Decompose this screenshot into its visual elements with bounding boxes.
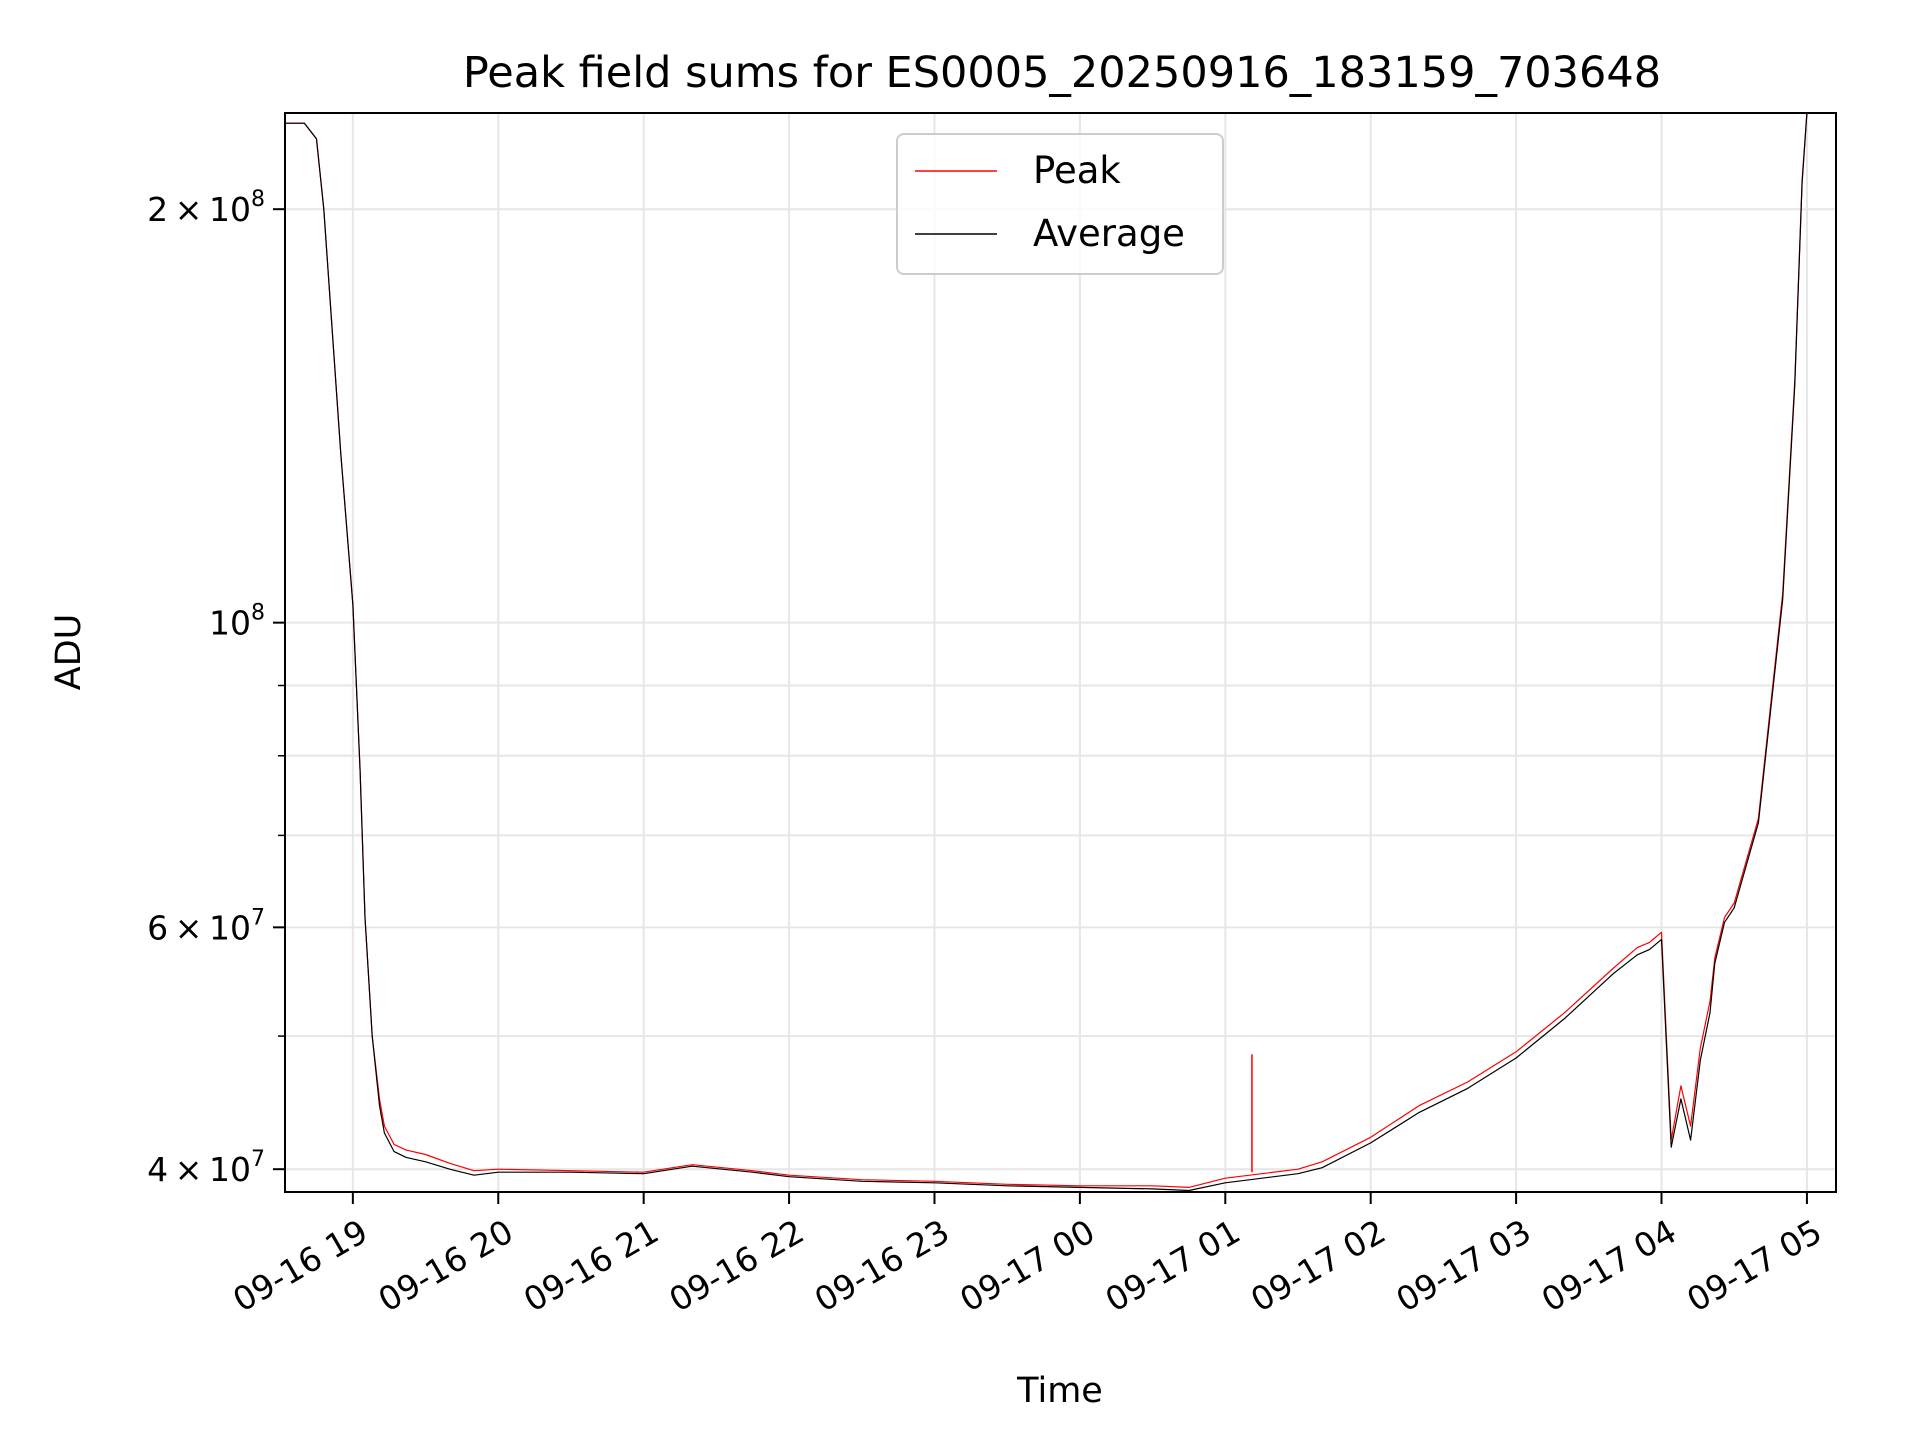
legend: Peak Average	[896, 133, 1224, 275]
series-line-average	[285, 112, 1808, 1192]
plot-series	[285, 112, 1808, 1192]
legend-label-average: Average	[1033, 212, 1185, 255]
legend-label-peak: Peak	[1033, 149, 1121, 192]
plot-area-frame	[284, 112, 1837, 1193]
chart-title: Peak field sums for ES0005_20250916_1831…	[463, 48, 1661, 98]
y-tick-label: 108	[209, 601, 265, 643]
legend-box	[896, 133, 1224, 275]
y-axis-label: ADU	[49, 614, 89, 691]
y-tick-label: 6 × 107	[147, 905, 265, 947]
y-tick-label: 4 × 107	[147, 1147, 265, 1189]
y-tick-label: 2 × 108	[147, 187, 265, 229]
x-axis-label: Time	[1016, 1371, 1103, 1411]
grid-lines	[285, 113, 1836, 1192]
